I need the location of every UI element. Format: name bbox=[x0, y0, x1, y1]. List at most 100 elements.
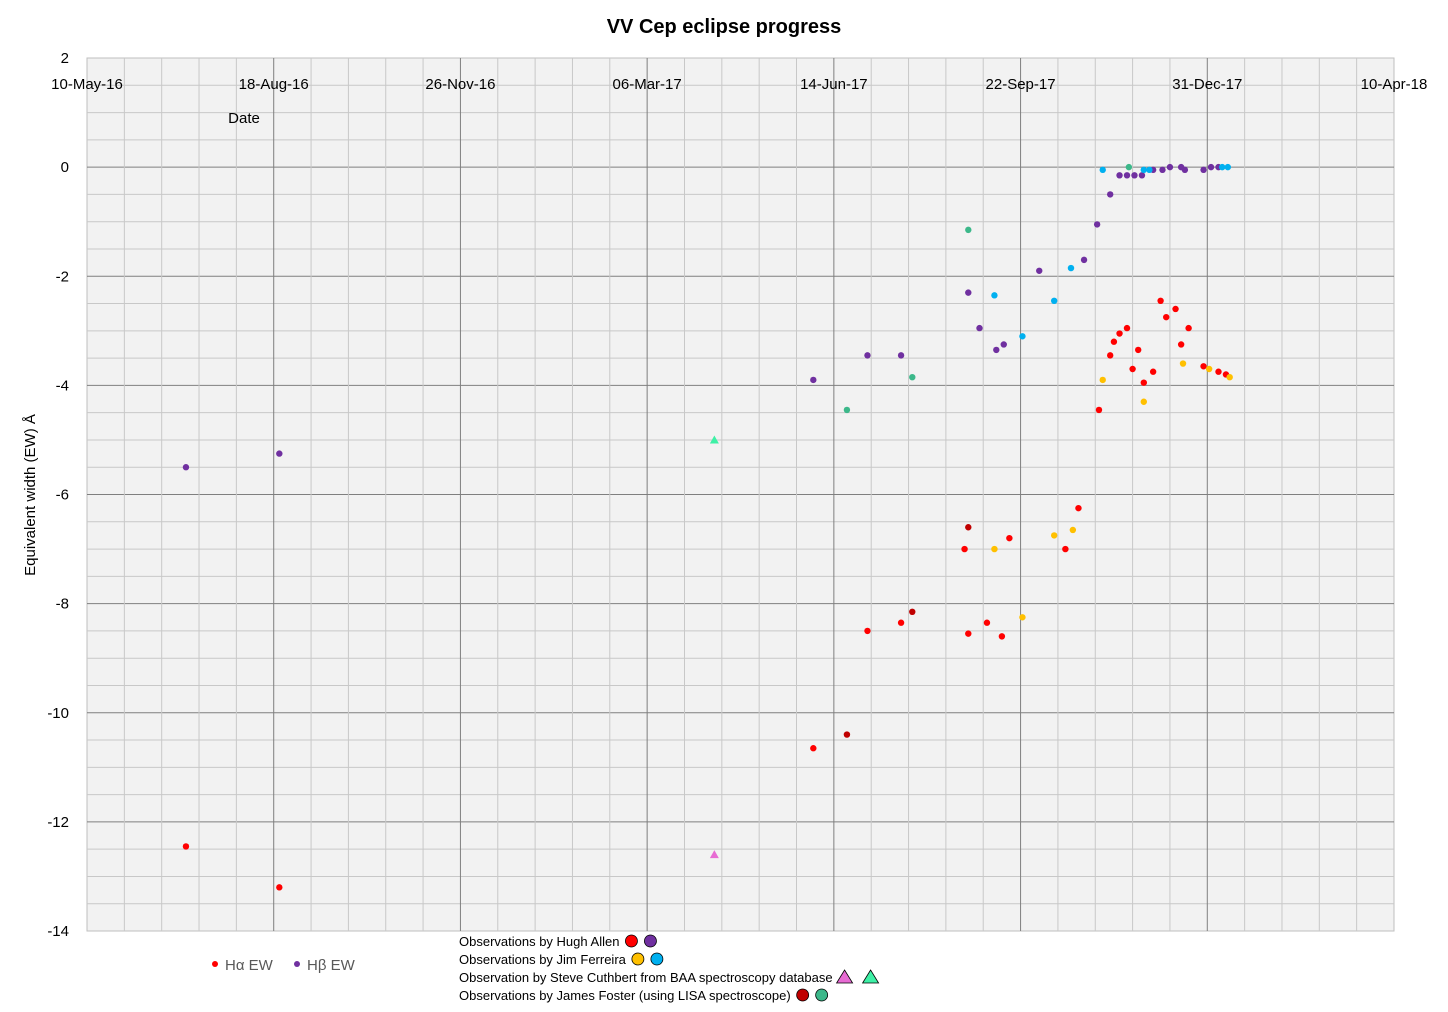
data-point-triangle bbox=[709, 850, 719, 859]
observer-note-text: Observations by James Foster (using LISA… bbox=[459, 988, 791, 1003]
data-point bbox=[1019, 333, 1026, 340]
data-point bbox=[1185, 324, 1192, 332]
y-axis-ticks: 2 0 -2 -4 -6 -8 -10 -12 -14 bbox=[47, 50, 69, 940]
observer-marker-triangle bbox=[861, 969, 880, 984]
observer-marker-circle bbox=[796, 988, 810, 1002]
x-tick-label: 18-Aug-16 bbox=[239, 76, 309, 93]
data-point bbox=[1179, 360, 1187, 367]
data-point bbox=[1110, 338, 1118, 345]
data-point bbox=[965, 630, 972, 637]
observer-marker-circle bbox=[815, 988, 829, 1002]
data-point bbox=[843, 406, 851, 414]
data-point bbox=[1123, 172, 1131, 179]
observer-notes: Observations by Hugh Allen Observations b… bbox=[459, 934, 880, 1003]
observer-marker-circle bbox=[625, 934, 638, 948]
x-tick-label: 22-Sep-17 bbox=[986, 76, 1056, 93]
data-point bbox=[810, 745, 817, 752]
data-point bbox=[983, 619, 991, 626]
observer-note-text: Observations by Hugh Allen bbox=[459, 934, 619, 949]
legend: Hα EW Hβ EW bbox=[212, 957, 356, 974]
data-point bbox=[864, 352, 871, 359]
data-point bbox=[1106, 352, 1114, 359]
data-point bbox=[843, 731, 851, 738]
data-point bbox=[909, 373, 916, 381]
chart-title: VV Cep eclipse progress bbox=[607, 16, 842, 38]
x-tick-label: 06-Mar-17 bbox=[613, 76, 682, 93]
data-point bbox=[182, 843, 190, 850]
observer-marker-circle bbox=[644, 934, 657, 948]
data-point bbox=[1205, 365, 1213, 373]
data-point bbox=[1226, 373, 1233, 381]
data-point bbox=[1067, 264, 1075, 272]
observer-note-text: Observations by Jim Ferreira bbox=[459, 952, 627, 967]
y-tick-label: -4 bbox=[56, 377, 69, 394]
data-point bbox=[976, 324, 983, 332]
data-point bbox=[1215, 368, 1222, 375]
y-tick-label: -14 bbox=[47, 923, 69, 940]
data-point bbox=[1050, 297, 1058, 305]
y-tick-label: -8 bbox=[56, 596, 69, 613]
data-point bbox=[1000, 341, 1007, 348]
y-tick-label: -6 bbox=[56, 487, 69, 504]
data-point bbox=[965, 226, 972, 234]
data-point bbox=[1123, 324, 1131, 332]
data-point bbox=[965, 524, 972, 531]
data-point-triangle bbox=[709, 435, 719, 444]
observer-marker-triangle bbox=[835, 969, 854, 984]
legend-label-hbeta: Hβ EW bbox=[307, 957, 356, 974]
data-point bbox=[1146, 166, 1153, 174]
legend-marker-hbeta bbox=[294, 961, 300, 967]
data-point bbox=[864, 627, 871, 635]
x-axis-label: Date bbox=[228, 110, 260, 127]
x-tick-label: 26-Nov-16 bbox=[425, 76, 495, 93]
y-tick-label: -12 bbox=[47, 814, 69, 831]
x-tick-label: 14-Jun-17 bbox=[800, 76, 868, 93]
data-point bbox=[1181, 166, 1189, 174]
data-point bbox=[1140, 379, 1148, 386]
legend-label-halpha: Hα EW bbox=[225, 957, 274, 974]
data-point bbox=[276, 884, 283, 891]
observer-note-text: Observation by Steve Cuthbert from BAA s… bbox=[459, 970, 833, 985]
data-point bbox=[1172, 305, 1179, 313]
data-point bbox=[1131, 172, 1138, 179]
data-point bbox=[1069, 526, 1077, 534]
x-tick-label: 10-Apr-18 bbox=[1361, 76, 1428, 93]
data-point bbox=[1200, 363, 1207, 370]
x-axis-ticks: 10-May-16 18-Aug-16 26-Nov-16 06-Mar-17 14-J… bbox=[51, 76, 1427, 93]
data-point bbox=[1224, 163, 1232, 171]
y-tick-label: -10 bbox=[47, 705, 69, 722]
legend-marker-halpha bbox=[212, 961, 218, 967]
data-point bbox=[1140, 398, 1148, 405]
data-point bbox=[1135, 346, 1142, 354]
data-point bbox=[182, 464, 190, 471]
data-point bbox=[810, 376, 817, 384]
data-point bbox=[1166, 163, 1174, 171]
data-point bbox=[909, 608, 916, 616]
data-point bbox=[1138, 172, 1146, 179]
data-point bbox=[998, 633, 1006, 640]
data-point bbox=[961, 545, 968, 553]
data-point bbox=[991, 545, 998, 553]
data-point bbox=[1125, 163, 1133, 171]
data-point bbox=[1006, 534, 1013, 542]
y-tick-label: -2 bbox=[56, 268, 69, 285]
data-point bbox=[1093, 221, 1101, 228]
y-tick-label: 2 bbox=[61, 50, 69, 67]
data-point bbox=[897, 619, 905, 626]
data-point bbox=[1116, 172, 1123, 179]
data-point bbox=[1080, 256, 1088, 264]
data-point bbox=[1116, 330, 1123, 337]
data-point bbox=[1036, 267, 1043, 274]
data-point bbox=[1095, 406, 1103, 414]
x-tick-label: 10-May-16 bbox=[51, 76, 123, 93]
data-point bbox=[1157, 297, 1164, 305]
data-points bbox=[182, 163, 1233, 891]
x-tick-label: 31-Dec-17 bbox=[1172, 76, 1242, 93]
data-point bbox=[1050, 532, 1058, 539]
data-point bbox=[1099, 376, 1106, 384]
data-point bbox=[1106, 191, 1114, 198]
data-point bbox=[993, 346, 1000, 354]
data-point bbox=[965, 289, 972, 296]
data-point bbox=[1219, 163, 1226, 171]
